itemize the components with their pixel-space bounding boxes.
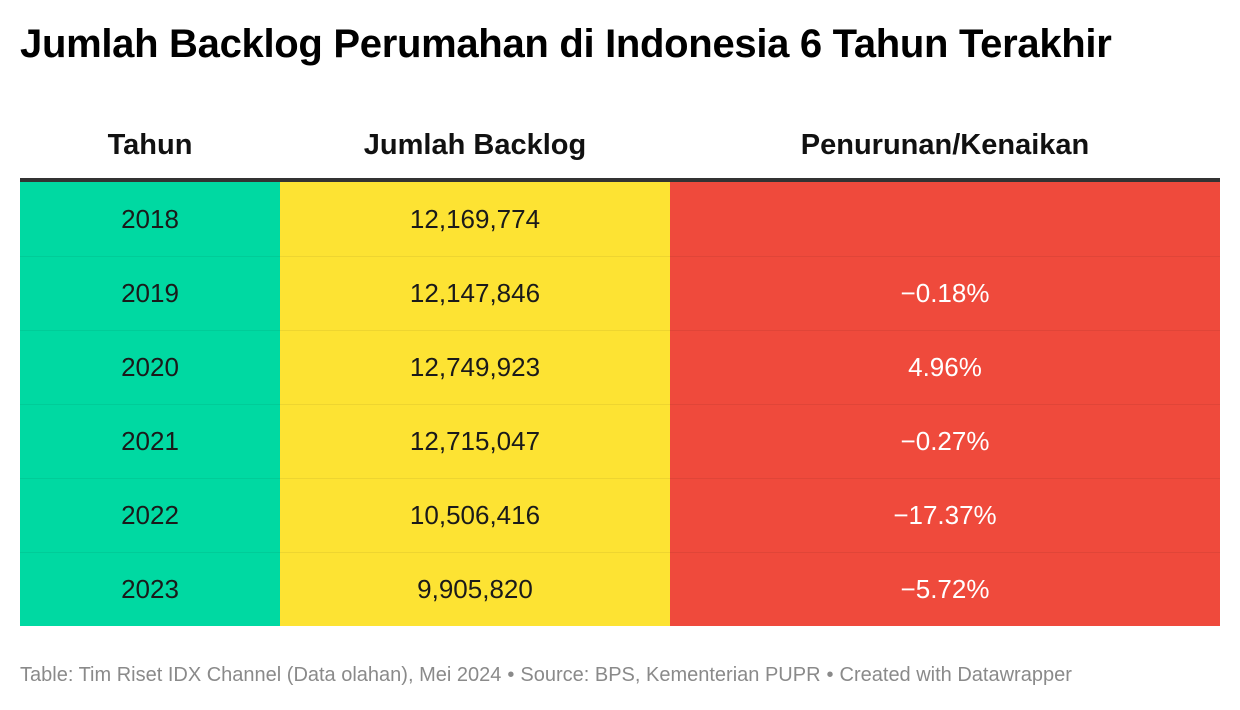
footer-separator: • <box>507 664 515 686</box>
year-cell: 2021 <box>20 404 280 478</box>
change-cell: −0.18% <box>670 256 1220 330</box>
backlog-cell: 12,169,774 <box>280 182 670 256</box>
table-credit: Table: Tim Riset IDX Channel (Data olaha… <box>20 664 502 686</box>
table-body: 2018 12,169,774 2019 12,147,846 −0.18% 2020 12… <box>20 182 1220 626</box>
column-header-backlog: Jumlah Backlog <box>363 128 587 161</box>
table-header: Tahun Jumlah Backlog Penurunan/Kenaikan <box>20 112 1220 182</box>
table-row: 2022 10,506,416 −17.37% <box>20 478 1220 552</box>
column-header-year: Tahun <box>107 128 193 161</box>
column-header-change: Penurunan/Kenaikan <box>800 128 1090 161</box>
year-cell: 2022 <box>20 478 280 552</box>
change-cell <box>670 182 1220 256</box>
created-with-note: Created with Datawrapper <box>839 664 1072 686</box>
table-row: 2020 12,749,923 4.96% <box>20 330 1220 404</box>
year-cell: 2019 <box>20 256 280 330</box>
page-title: Jumlah Backlog Perumahan di Indonesia 6 … <box>20 22 1112 66</box>
change-cell: −0.27% <box>670 404 1220 478</box>
source-note: Source: BPS, Kementerian PUPR <box>520 664 821 686</box>
table-row: 2018 12,169,774 <box>20 182 1220 256</box>
year-cell: 2018 <box>20 182 280 256</box>
change-cell: 4.96% <box>670 330 1220 404</box>
year-cell: 2020 <box>20 330 280 404</box>
backlog-cell: 12,147,846 <box>280 256 670 330</box>
backlog-cell: 10,506,416 <box>280 478 670 552</box>
change-cell: −5.72% <box>670 552 1220 626</box>
backlog-cell: 12,715,047 <box>280 404 670 478</box>
footer-separator: • <box>826 664 834 686</box>
table-row: 2019 12,147,846 −0.18% <box>20 256 1220 330</box>
backlog-cell: 12,749,923 <box>280 330 670 404</box>
change-cell: −17.37% <box>670 478 1220 552</box>
backlog-table: Tahun Jumlah Backlog Penurunan/Kenaikan … <box>20 112 1220 626</box>
year-cell: 2023 <box>20 552 280 626</box>
backlog-cell: 9,905,820 <box>280 552 670 626</box>
table-row: 2023 9,905,820 −5.72% <box>20 552 1220 626</box>
table-row: 2021 12,715,047 −0.27% <box>20 404 1220 478</box>
footer-note: Table: Tim Riset IDX Channel (Data olaha… <box>20 664 1072 687</box>
